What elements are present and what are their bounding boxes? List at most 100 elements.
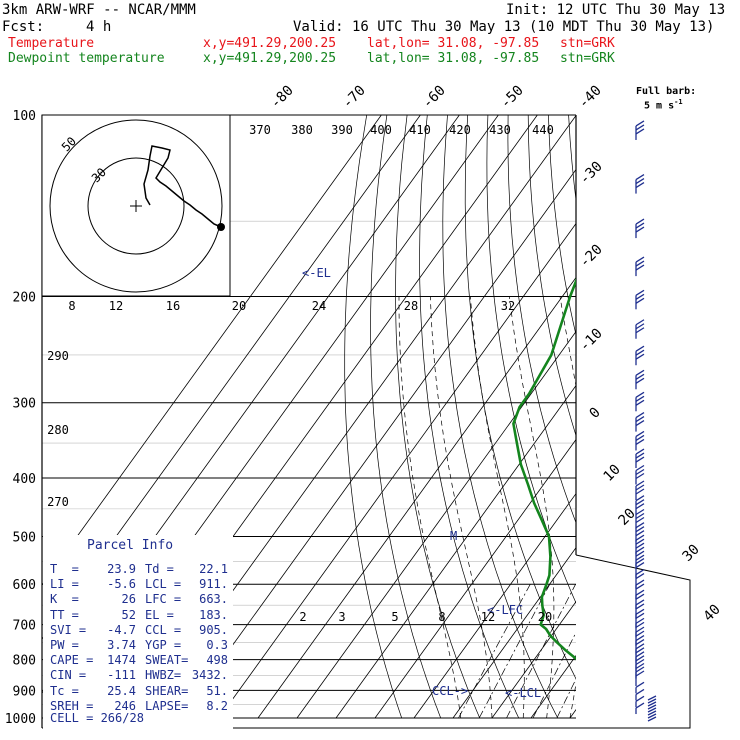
pressure-tick-400: 400 xyxy=(13,472,36,487)
mixing-ratio-label-3: 3 xyxy=(338,610,345,624)
parcel-cell-5-3: 0.3 xyxy=(206,638,228,652)
isotherm--40 xyxy=(335,384,576,719)
profile-clipped xyxy=(512,277,576,661)
wind-barb-485 xyxy=(635,508,645,529)
isotherm-label-0: 0 xyxy=(587,405,604,422)
barb-legend-speed: 5 m s xyxy=(644,100,675,112)
parcel-cell-2-1: 26 xyxy=(121,592,136,607)
frame-wedge xyxy=(42,554,691,729)
parcel-cell-9-1: 246 xyxy=(114,698,136,713)
parcel-info-title: Parcel Info xyxy=(87,538,174,553)
theta-label-370: 370 xyxy=(249,123,271,137)
dry-adiabat-270 xyxy=(395,115,481,719)
parcel-cell-0-2: Td = xyxy=(145,562,174,576)
pressure-tick-800: 800 xyxy=(13,654,36,669)
theta-left-label-270: 270 xyxy=(47,495,69,509)
moist-adiabat-14 xyxy=(509,296,555,719)
parcel-cell-8-0: Tc = xyxy=(50,683,79,698)
speed-label-16: 16 xyxy=(166,299,180,313)
grid-layer: 1002003004005006007008009001000kts812162… xyxy=(5,109,740,729)
hodograph-ring-30 xyxy=(87,157,185,255)
wind-barb-185 xyxy=(635,256,645,277)
dry-adiabat-410 xyxy=(690,115,740,718)
surface-barb-7 xyxy=(647,716,657,722)
wind-barb-385 xyxy=(635,448,645,469)
mixing-ratio-label-5: 5 xyxy=(391,610,398,624)
isotherm--140 xyxy=(42,115,382,586)
parcel-cell-8-1: 25.4 xyxy=(107,683,136,698)
surface-barb-3 xyxy=(647,704,657,710)
dry-adiabat-250 xyxy=(344,115,403,719)
dry-adiabat-330 xyxy=(527,115,576,437)
theta-label-380: 380 xyxy=(291,123,313,137)
dry-adiabat-360 xyxy=(589,115,740,718)
wind-barb-885 xyxy=(635,666,645,687)
hodograph-clipped xyxy=(49,119,223,293)
dry-adiabat-380 xyxy=(629,115,740,718)
hodograph-ring-50 xyxy=(49,119,223,293)
parcel-cell-4-1: -4.7 xyxy=(107,622,136,637)
legend-temperature-latlon: lat,lon= 31.08, -97.85 xyxy=(367,36,540,51)
isotherm--20 xyxy=(413,492,576,719)
parcel-cell-6-3: 498 xyxy=(206,653,228,668)
parcel-cell-3-3: 183. xyxy=(199,607,228,622)
wind-barb-260 xyxy=(635,345,645,366)
parcel-cell-1-1: -5.6 xyxy=(107,577,136,592)
dry-adiabat-260 xyxy=(370,115,442,719)
parcel-cell-0-0: T = xyxy=(50,562,79,576)
wind-barb-610 xyxy=(635,569,645,589)
isotherm--80 xyxy=(179,168,576,719)
isotherm-label-10: 10 xyxy=(601,462,624,485)
wind-barb-235 xyxy=(635,319,645,339)
isotherm--70 xyxy=(218,222,576,719)
wind-barb-310 xyxy=(635,391,645,412)
parcel-cell-5-2: YGP = xyxy=(145,638,182,652)
wind-barb-435 xyxy=(635,480,645,501)
parcel-cell-5-0: PW = xyxy=(50,638,79,652)
theta-left-label-280: 280 xyxy=(47,423,69,437)
barb-legend-unit-exp: -1 xyxy=(674,98,683,106)
hodograph-trace xyxy=(143,145,222,228)
dry-adiabat-320 xyxy=(507,115,576,524)
dry-adiabat-400 xyxy=(670,115,740,718)
speed-label-20: 20 xyxy=(232,299,246,313)
speed-label-32: 32 xyxy=(501,299,515,313)
isotherm-label--20: -20 xyxy=(577,242,606,271)
init-time: Init: 12 UTC Thu 30 May 13 xyxy=(506,2,726,18)
moist-adiabat-8 xyxy=(470,296,525,719)
parcel-cell-2-3: 663. xyxy=(199,592,228,607)
parcel-cell-2-2: LFC = xyxy=(145,592,182,607)
dry-adiabat-300 xyxy=(464,115,576,680)
parcel-cell-4-3: 905. xyxy=(199,622,228,637)
parcel-cell-7-1: -111 xyxy=(107,668,136,683)
speed-label-24: 24 xyxy=(312,299,326,313)
pressure-tick-200: 200 xyxy=(13,291,36,306)
speed-label-12: 12 xyxy=(109,299,123,313)
legend-dewpoint-latlon: lat,lon= 31.08, -97.85 xyxy=(367,51,540,66)
wind-barb-460 xyxy=(635,495,645,515)
pressure-tick-900: 900 xyxy=(13,684,36,699)
mixing-ratio-label-12: 12 xyxy=(481,610,495,624)
barb-legend-value: 5 m s-1 xyxy=(644,95,683,113)
valid-time: Valid: 16 UTC Thu 30 May 13 (10 MDT Thu … xyxy=(293,19,715,35)
dry-adiabat-290 xyxy=(442,115,559,719)
wind-barb-360 xyxy=(635,430,645,451)
parcel-cell-6-2: SWEAT= xyxy=(145,653,189,668)
isotherm-30 xyxy=(609,115,740,718)
wind-barb-335 xyxy=(635,412,645,432)
isotherm-label-40: 40 xyxy=(701,602,724,625)
wind-barb-510 xyxy=(635,522,645,542)
isotherm-label--60: -60 xyxy=(420,83,449,112)
isotherm-50 xyxy=(687,115,740,718)
isotherm-label--40: -40 xyxy=(576,83,605,112)
isotherm-label-30: 30 xyxy=(680,542,703,565)
wind-barb-910 xyxy=(635,681,645,694)
wind-barb-985 xyxy=(635,702,645,715)
isotherm-label--70: -70 xyxy=(340,83,369,112)
wind-barb-410 xyxy=(635,464,645,485)
mixing-ratio-label-8: 8 xyxy=(438,610,445,624)
parcel-cell-9-2: LAPSE= xyxy=(145,698,189,713)
legend-temperature-xy: x,y=491.29,200.25 xyxy=(203,36,337,51)
parcel-cell-6-0: CAPE = xyxy=(50,653,94,668)
